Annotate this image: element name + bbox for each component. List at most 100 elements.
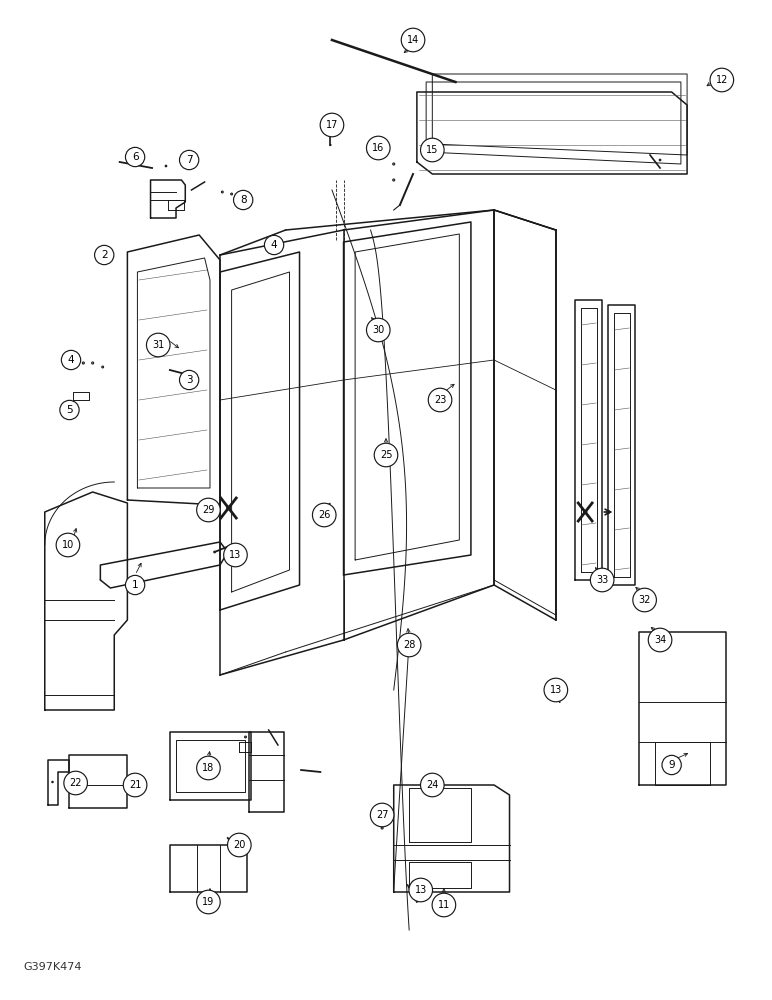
- Circle shape: [584, 510, 587, 514]
- Circle shape: [367, 318, 390, 342]
- Circle shape: [197, 890, 220, 914]
- Text: 28: 28: [403, 640, 415, 650]
- Text: 19: 19: [202, 897, 215, 907]
- Circle shape: [607, 511, 610, 513]
- Circle shape: [401, 28, 425, 52]
- Circle shape: [124, 773, 147, 797]
- Circle shape: [126, 575, 145, 595]
- Text: 34: 34: [654, 635, 666, 645]
- Circle shape: [234, 190, 253, 210]
- Circle shape: [659, 159, 661, 161]
- Text: 26: 26: [318, 510, 330, 520]
- Circle shape: [432, 893, 455, 917]
- Circle shape: [412, 881, 414, 883]
- Circle shape: [224, 543, 247, 567]
- Text: 8: 8: [240, 195, 246, 205]
- Circle shape: [165, 165, 167, 167]
- Circle shape: [179, 150, 199, 170]
- Text: 5: 5: [66, 405, 73, 415]
- Circle shape: [367, 136, 390, 160]
- Text: 17: 17: [326, 120, 338, 130]
- Text: 27: 27: [376, 810, 388, 820]
- Text: 29: 29: [202, 505, 215, 515]
- Circle shape: [409, 878, 432, 902]
- Text: 6: 6: [132, 152, 138, 162]
- Circle shape: [197, 756, 220, 780]
- Circle shape: [227, 506, 230, 510]
- Text: 20: 20: [233, 840, 245, 850]
- Circle shape: [264, 235, 284, 255]
- Circle shape: [374, 443, 398, 467]
- Circle shape: [371, 803, 394, 827]
- Circle shape: [228, 833, 251, 857]
- Text: 1: 1: [132, 580, 138, 590]
- Text: 22: 22: [69, 778, 82, 788]
- Circle shape: [393, 179, 394, 181]
- Circle shape: [428, 388, 452, 412]
- Text: 13: 13: [415, 885, 427, 895]
- Circle shape: [375, 151, 377, 153]
- Text: 4: 4: [271, 240, 277, 250]
- Circle shape: [222, 191, 223, 193]
- Text: 25: 25: [380, 450, 392, 460]
- Circle shape: [367, 151, 369, 153]
- Circle shape: [398, 633, 421, 657]
- Circle shape: [147, 333, 170, 357]
- Circle shape: [331, 39, 333, 40]
- Text: 10: 10: [62, 540, 74, 550]
- Circle shape: [591, 568, 614, 592]
- Circle shape: [544, 678, 567, 702]
- Text: 16: 16: [372, 143, 384, 153]
- Text: G397K474: G397K474: [23, 962, 82, 972]
- Circle shape: [554, 681, 555, 683]
- Text: 21: 21: [129, 780, 141, 790]
- Text: 18: 18: [202, 763, 215, 773]
- Text: 13: 13: [550, 685, 562, 695]
- Text: 11: 11: [438, 900, 450, 910]
- Circle shape: [710, 68, 733, 92]
- Circle shape: [323, 511, 325, 513]
- Circle shape: [421, 773, 444, 797]
- Circle shape: [201, 503, 205, 507]
- Text: 30: 30: [372, 325, 384, 335]
- Circle shape: [197, 498, 220, 522]
- Circle shape: [393, 163, 394, 165]
- Text: 3: 3: [186, 375, 192, 385]
- Text: 4: 4: [68, 355, 74, 365]
- Circle shape: [92, 362, 93, 364]
- Circle shape: [330, 511, 331, 513]
- Text: 9: 9: [669, 760, 675, 770]
- Circle shape: [662, 755, 682, 775]
- Circle shape: [633, 588, 656, 612]
- Circle shape: [421, 138, 444, 162]
- Text: 23: 23: [434, 395, 446, 405]
- Circle shape: [648, 628, 672, 652]
- Circle shape: [214, 551, 215, 553]
- Text: 32: 32: [638, 595, 651, 605]
- Text: 13: 13: [229, 550, 242, 560]
- Circle shape: [60, 400, 80, 420]
- Text: 33: 33: [596, 575, 608, 585]
- Circle shape: [313, 503, 336, 527]
- Circle shape: [381, 811, 383, 813]
- Circle shape: [330, 144, 331, 146]
- Circle shape: [64, 771, 87, 795]
- Circle shape: [179, 370, 199, 390]
- Circle shape: [62, 350, 81, 370]
- Text: 7: 7: [186, 155, 192, 165]
- Circle shape: [56, 533, 80, 557]
- Circle shape: [126, 147, 145, 167]
- Circle shape: [320, 113, 344, 137]
- Circle shape: [239, 847, 240, 849]
- Text: 24: 24: [426, 780, 438, 790]
- Text: 12: 12: [716, 75, 728, 85]
- Text: 15: 15: [426, 145, 438, 155]
- Circle shape: [83, 362, 84, 364]
- Circle shape: [95, 245, 114, 265]
- Circle shape: [381, 827, 383, 829]
- Circle shape: [245, 736, 246, 738]
- Circle shape: [231, 193, 232, 195]
- Circle shape: [52, 781, 53, 783]
- Text: 14: 14: [407, 35, 419, 45]
- Text: 31: 31: [152, 340, 164, 350]
